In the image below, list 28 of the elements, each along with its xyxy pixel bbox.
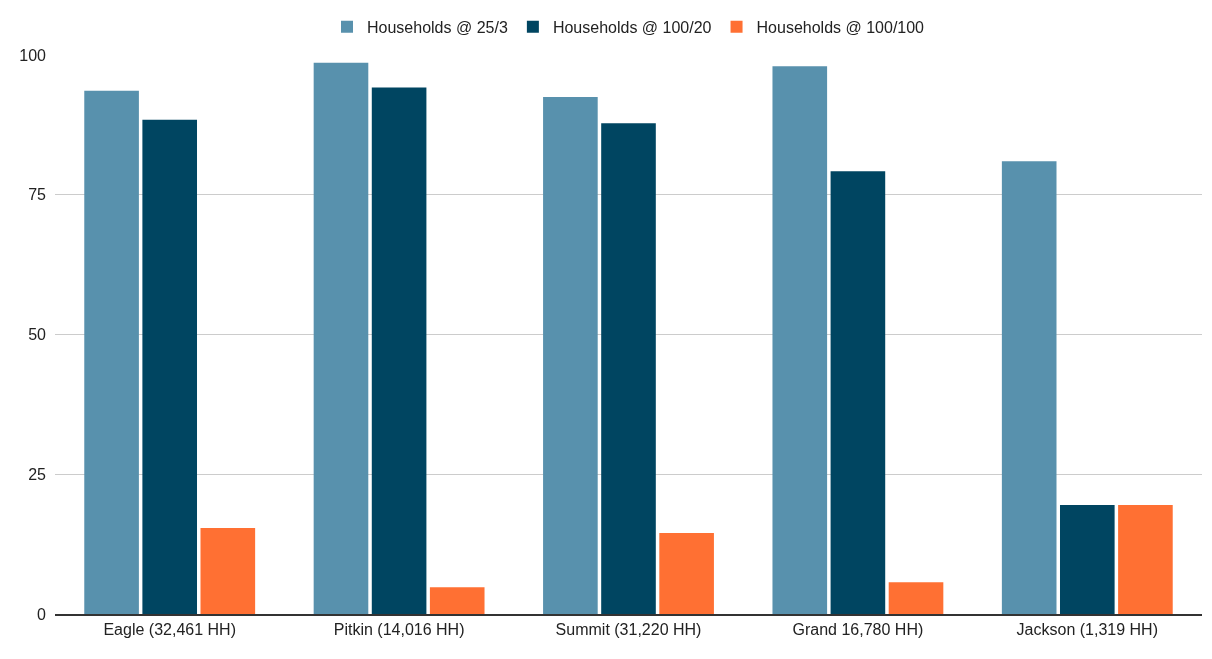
x-tick-label: Eagle (32,461 HH) (103, 620, 236, 638)
bar (371, 87, 427, 614)
x-tick-label: Summit (31,220 HH) (555, 620, 702, 638)
legend-label: Households @ 100/20 (552, 18, 712, 36)
bar (1059, 505, 1115, 614)
bar (888, 582, 944, 614)
bar (313, 62, 369, 614)
bar (1118, 505, 1173, 614)
y-tick-label: 25 (28, 465, 47, 483)
x-tick-label: Grand 16,780 HH) (792, 620, 924, 638)
bar (830, 171, 886, 614)
y-tick-label: 0 (37, 605, 47, 623)
bar (429, 587, 485, 614)
bar (659, 532, 714, 614)
bar (1001, 161, 1057, 614)
bar (142, 119, 198, 614)
bar (200, 527, 256, 614)
x-tick-label: Pitkin (14,016 HH) (333, 620, 465, 638)
bar (601, 123, 656, 614)
bar (84, 90, 139, 614)
bar (772, 66, 828, 614)
y-tick-label: 75 (28, 186, 47, 204)
y-tick-label: 50 (28, 326, 47, 344)
bar (543, 96, 598, 614)
y-tick-label: 100 (19, 46, 47, 64)
x-tick-label: Jackson (1,319 HH) (1016, 620, 1158, 638)
legend-label: Households @ 25/3 (367, 18, 508, 36)
legend-label: Households @ 100/100 (756, 18, 925, 36)
